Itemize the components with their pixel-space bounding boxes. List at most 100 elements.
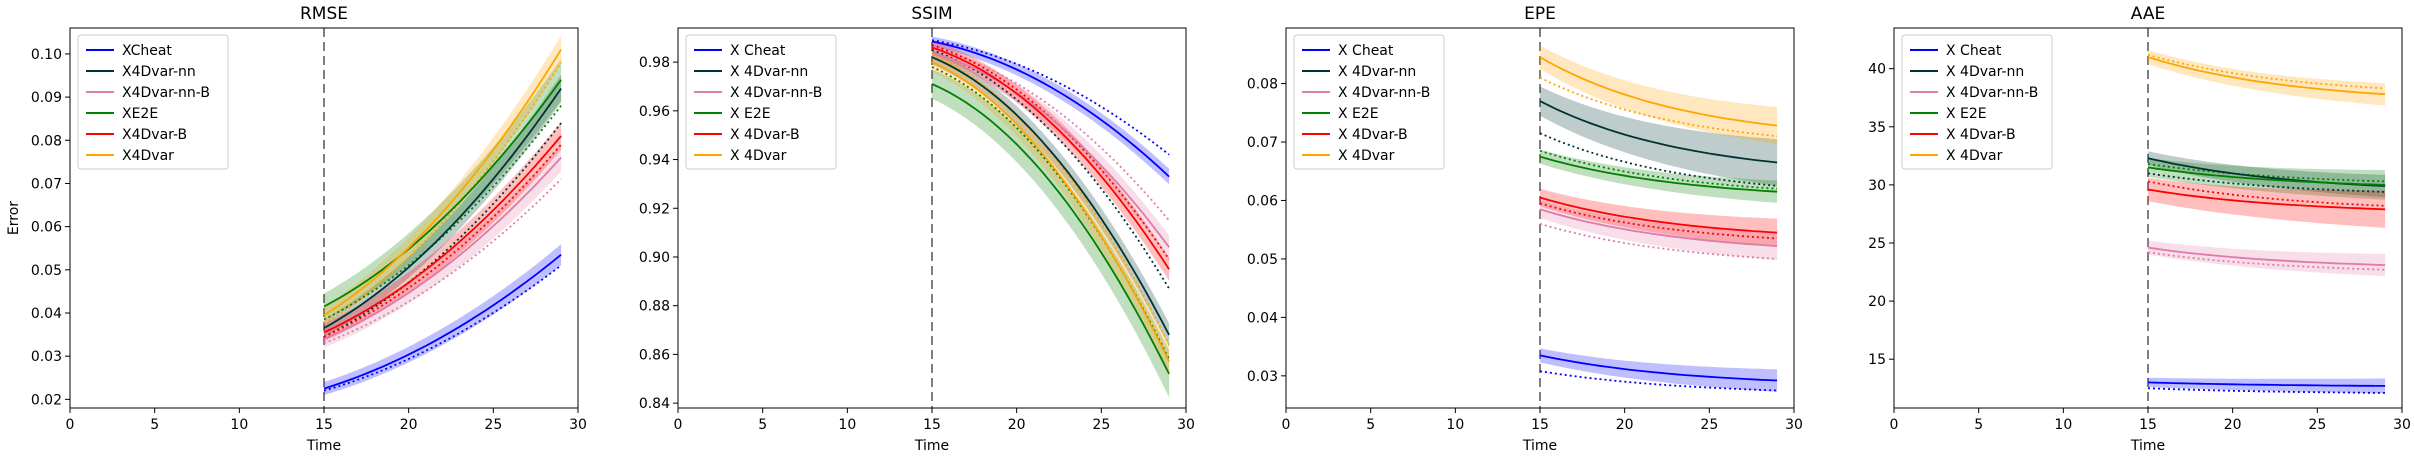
legend-entry: X 4Dvar-nn — [1946, 64, 2024, 80]
series-band — [1540, 86, 1778, 186]
legend-entry: X4Dvar-nn — [122, 64, 196, 80]
series-line — [931, 46, 1170, 270]
y-tick-label: 0.08 — [1247, 77, 1278, 93]
series-line — [1539, 196, 1778, 234]
series-line — [323, 135, 562, 334]
legend-entry: X 4Dvar-B — [1946, 127, 2016, 143]
series-band — [324, 59, 562, 320]
chart-title: RMSE — [300, 4, 348, 24]
x-tick-label: 30 — [1785, 417, 1803, 433]
axes-frame — [1893, 27, 2403, 409]
legend-entry: X 4Dvar-nn — [1338, 64, 1416, 80]
y-tick-label: 0.07 — [31, 176, 62, 192]
series-band — [1540, 188, 1778, 247]
series-dotted-line — [323, 178, 562, 345]
legend-entry: X E2E — [1338, 106, 1379, 122]
legend: X Cheat X 4Dvar-nn X 4Dvar-nn-B X E2E X 4Dva… — [685, 34, 837, 170]
plot-area — [1539, 28, 1778, 408]
series-band — [1540, 200, 1778, 261]
y-tick-label: 0.92 — [639, 201, 670, 217]
x-tick-label: 15 — [315, 417, 333, 433]
chart-panel-rmse: RMSE 0 5 10 15 20 25 30 0.02 0.03 0.04 0.05 0.06 0.07… — [6, 4, 587, 454]
series-dotted-line — [931, 53, 1170, 346]
x-tick-label: 10 — [838, 417, 856, 433]
axes-frame — [1285, 27, 1795, 409]
x-tick-label: 0 — [674, 417, 683, 433]
y-tick-label: 0.02 — [31, 392, 62, 408]
x-tick-label: 30 — [569, 417, 587, 433]
series-line — [931, 56, 1170, 336]
series-dotted-line — [931, 66, 1170, 360]
legend-box — [685, 34, 837, 170]
series-dotted-line — [1539, 76, 1778, 138]
y-tick-label: 0.04 — [1247, 310, 1278, 326]
y-tick-label: 0.10 — [31, 47, 62, 63]
axes-frame — [69, 27, 579, 409]
x-axis-label: Time — [2130, 438, 2165, 454]
series-band — [1540, 348, 1778, 392]
legend-entry: X 4Dvar-nn-B — [730, 85, 822, 101]
series-line — [1539, 354, 1778, 382]
y-tick-label: 0.04 — [31, 306, 62, 322]
series-band — [932, 69, 1170, 398]
series-dotted-line — [931, 39, 1170, 156]
series-line — [323, 87, 562, 329]
y-tick-label: 0.88 — [639, 299, 670, 315]
legend-entry: X 4Dvar-nn — [730, 64, 808, 80]
x-tick-label: 20 — [1616, 417, 1634, 433]
series-line — [323, 79, 562, 308]
legend-entry: X4Dvar-nn-B — [122, 85, 210, 101]
series-dotted-line — [1539, 202, 1778, 240]
series-line — [2147, 246, 2386, 266]
y-tick-label: 0.09 — [31, 90, 62, 106]
x-tick-label: 25 — [484, 417, 502, 433]
y-tick-label: 35 — [1868, 120, 1886, 136]
plot-area — [931, 28, 1170, 408]
x-tick-label: 15 — [1531, 417, 1549, 433]
series-dotted-line — [323, 122, 562, 338]
legend-entry: X4Dvar — [122, 148, 174, 164]
x-tick-label: 30 — [2393, 417, 2411, 433]
series-line — [931, 61, 1170, 363]
y-tick-label: 0.07 — [1247, 135, 1278, 151]
series-dotted-line — [1539, 222, 1778, 260]
axes-frame — [677, 27, 1187, 409]
x-tick-label: 25 — [1092, 417, 1110, 433]
series-band — [2148, 240, 2386, 277]
y-tick-label: 15 — [1868, 352, 1886, 368]
y-tick-label: 0.03 — [1247, 369, 1278, 385]
series-line — [2147, 188, 2386, 211]
legend-entry: X 4Dvar-nn-B — [1946, 85, 2038, 101]
series-dotted-line — [323, 62, 562, 325]
legend-box — [1901, 34, 2053, 170]
series-dotted-line — [323, 264, 562, 392]
y-tick-label: 0.03 — [31, 349, 62, 365]
x-tick-label: 20 — [400, 417, 418, 433]
y-tick-label: 0.05 — [31, 263, 62, 279]
chart-title: EPE — [1524, 4, 1556, 24]
series-band — [932, 36, 1170, 185]
series-band — [1540, 45, 1778, 145]
series-band — [324, 35, 562, 324]
series-line — [323, 254, 562, 390]
x-tick-label: 5 — [758, 417, 767, 433]
series-line — [1539, 208, 1778, 247]
series-line — [1539, 100, 1778, 164]
chart-title: SSIM — [911, 4, 952, 24]
legend-entry: XCheat — [122, 43, 172, 59]
x-tick-label: 0 — [1282, 417, 1291, 433]
series-line — [931, 40, 1170, 178]
legend-box — [1293, 34, 1445, 170]
x-tick-label: 15 — [923, 417, 941, 433]
series-dotted-line — [2147, 180, 2386, 207]
series-line — [323, 49, 562, 316]
legend-entry: X 4Dvar-B — [730, 127, 800, 143]
x-tick-label: 20 — [2224, 417, 2242, 433]
x-tick-label: 20 — [1008, 417, 1026, 433]
series-line — [931, 51, 1170, 248]
y-tick-label: 30 — [1868, 178, 1886, 194]
series-line — [2147, 381, 2386, 387]
